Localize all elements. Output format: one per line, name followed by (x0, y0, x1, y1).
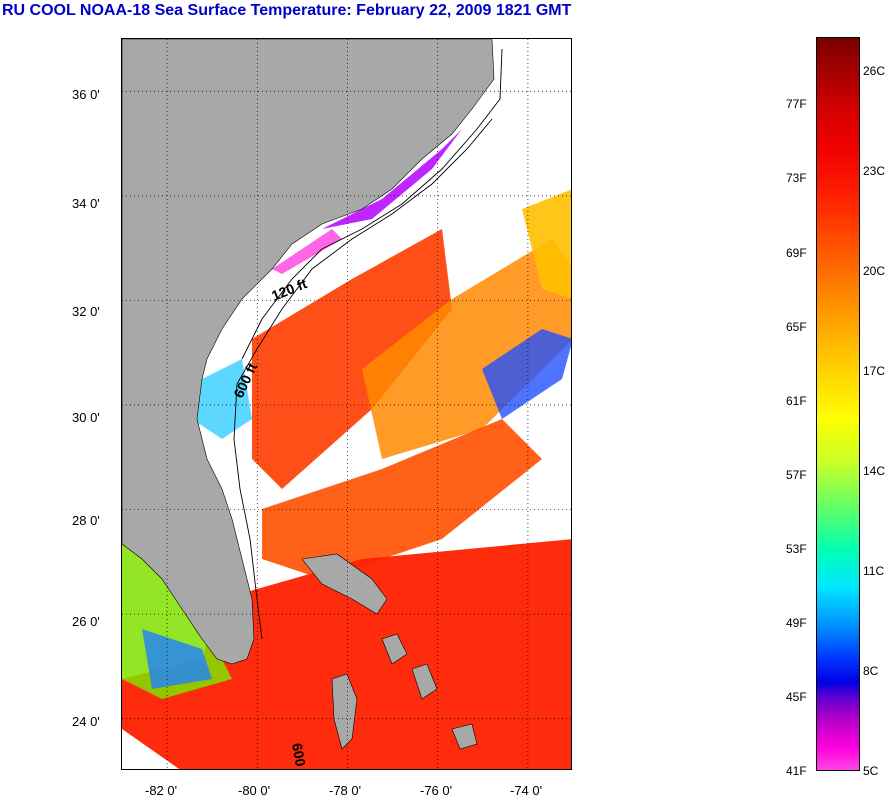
colorbar-c-23: 23C (863, 164, 886, 178)
sst-map[interactable]: 120 ft 600 ft 600 ft (121, 38, 572, 770)
lon-label-76: -76 0' (420, 783, 453, 798)
lon-label-80: -80 0' (238, 783, 271, 798)
land-mass (122, 39, 495, 665)
lat-label-28: 28 0' (72, 513, 100, 528)
lon-label-78: -78 0' (329, 783, 362, 798)
lat-label-32: 32 0' (72, 304, 100, 319)
colorbar-c-26: 26C (863, 64, 886, 78)
colorbar-f-73: 73F (786, 171, 807, 185)
colorbar-f-41: 41F (786, 764, 807, 778)
sst-map-canvas: 120 ft 600 ft 600 ft (122, 39, 571, 770)
lat-label-30: 30 0' (72, 410, 100, 425)
colorbar-f-61: 61F (786, 394, 807, 408)
bahamas-islands (301, 553, 478, 750)
lat-label-24: 24 0' (72, 714, 100, 729)
colorbar-f-45: 45F (786, 690, 807, 704)
lon-label-74: -74 0' (510, 783, 543, 798)
temperature-colorbar (816, 37, 860, 771)
colorbar-f-53: 53F (786, 542, 807, 556)
colorbar-c-11: 11C (863, 564, 885, 578)
colorbar-f-65: 65F (786, 320, 807, 334)
colorbar-c-8: 8C (863, 664, 879, 678)
bathymetry-contours (233, 48, 503, 640)
colorbar-f-49: 49F (786, 616, 807, 630)
page-title: RU COOL NOAA-18 Sea Surface Temperature:… (2, 2, 572, 19)
sst-warm-band-4 (522, 189, 571, 299)
colorbar-f-69: 69F (786, 246, 807, 260)
colorbar-c-5: 5C (863, 764, 879, 778)
sst-warm-band-3 (262, 419, 542, 579)
colorbar-f-77: 77F (786, 97, 807, 111)
lat-label-34: 34 0' (72, 196, 100, 211)
colorbar-c-14: 14C (863, 464, 886, 478)
sst-warm-band-2 (362, 239, 571, 459)
lat-label-26: 26 0' (72, 614, 100, 629)
colorbar-c-17: 17C (863, 364, 886, 378)
colorbar-f-57: 57F (786, 468, 807, 482)
sst-warm-band-1 (252, 229, 452, 489)
sst-shelf-cyan (192, 359, 252, 439)
contour-label-600ft-south: 600 ft (289, 742, 311, 770)
sst-nearshore-cold-2 (272, 229, 342, 274)
lat-label-36: 36 0' (72, 87, 100, 102)
sst-gulf-cool (142, 629, 212, 689)
colorbar-c-20: 20C (863, 264, 886, 278)
sst-cool-patch (482, 329, 571, 419)
lon-label-82: -82 0' (145, 783, 178, 798)
